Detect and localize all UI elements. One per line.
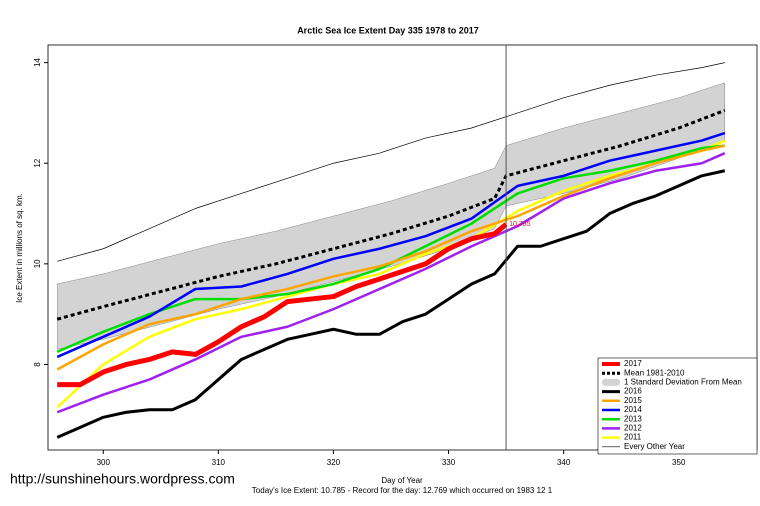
legend-swatch	[602, 378, 620, 386]
legend-label: 2015	[624, 396, 642, 405]
legend-label: 2014	[624, 405, 642, 414]
legend-label: 2011	[624, 433, 642, 442]
value-label: 10.785	[509, 221, 531, 228]
legend-label: 2017	[624, 359, 642, 368]
y-tick-label: 8	[33, 362, 42, 367]
y-tick-label: 14	[33, 58, 42, 67]
legend-box	[597, 357, 758, 455]
std-band	[56, 82, 726, 350]
watermark: http://sunshinehours.wordpress.com	[10, 471, 235, 487]
plot-area	[47, 44, 758, 451]
series-line	[56, 169, 726, 439]
chart-title: Arctic Sea Ice Extent Day 335 1978 to 20…	[297, 25, 479, 35]
x-axis-label: Day of Year	[381, 476, 423, 485]
x-tick-label: 320	[327, 458, 341, 467]
legend-label: 2012	[624, 424, 642, 433]
series-line	[57, 62, 725, 262]
y-tick-label: 12	[33, 158, 42, 167]
legend-label: Every Other Year	[624, 442, 685, 451]
legend-label: 2016	[624, 387, 642, 396]
legend-label: 2013	[624, 414, 642, 423]
series-line	[56, 152, 726, 414]
series-line	[56, 131, 726, 359]
x-tick-label: 310	[212, 458, 226, 467]
series-line	[57, 222, 508, 388]
footer: Today's Ice Extent: 10.785 - Record for …	[252, 486, 553, 495]
series-group	[56, 62, 726, 439]
x-tick-label: 350	[672, 458, 686, 467]
series-line	[56, 109, 726, 321]
legend-label: 1 Standard Deviation From Mean	[624, 378, 742, 387]
x-tick-label: 300	[97, 458, 111, 467]
series-line	[56, 144, 726, 371]
x-tick-label: 330	[442, 458, 456, 467]
legend-label: Mean 1981-2010	[624, 368, 685, 377]
y-tick-label: 10	[33, 259, 42, 268]
y-axis-label: Ice Extent in millions of sq. km.	[15, 193, 24, 303]
x-tick-label: 340	[557, 458, 571, 467]
